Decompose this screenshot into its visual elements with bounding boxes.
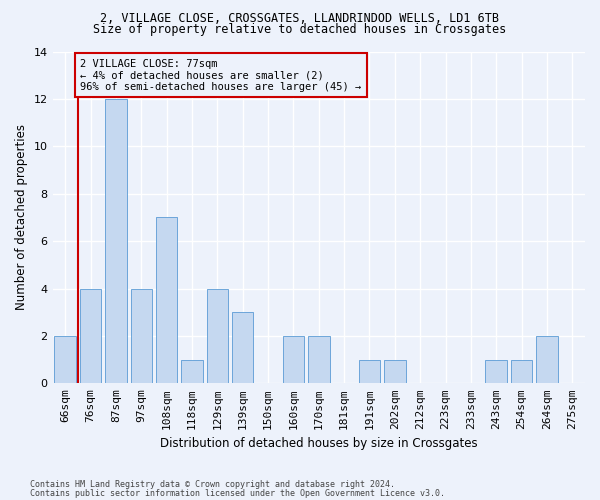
Y-axis label: Number of detached properties: Number of detached properties — [15, 124, 28, 310]
Bar — [232, 312, 253, 384]
Text: 2 VILLAGE CLOSE: 77sqm
← 4% of detached houses are smaller (2)
96% of semi-detac: 2 VILLAGE CLOSE: 77sqm ← 4% of detached … — [80, 58, 362, 92]
Text: Contains HM Land Registry data © Crown copyright and database right 2024.: Contains HM Land Registry data © Crown c… — [30, 480, 395, 489]
Text: Contains public sector information licensed under the Open Government Licence v3: Contains public sector information licen… — [30, 490, 445, 498]
Bar — [485, 360, 507, 384]
Bar — [156, 218, 178, 384]
Bar — [308, 336, 329, 384]
Bar — [384, 360, 406, 384]
Bar — [181, 360, 203, 384]
Bar — [511, 360, 532, 384]
Text: 2, VILLAGE CLOSE, CROSSGATES, LLANDRINDOD WELLS, LD1 6TB: 2, VILLAGE CLOSE, CROSSGATES, LLANDRINDO… — [101, 12, 499, 26]
Bar — [206, 288, 228, 384]
Text: Size of property relative to detached houses in Crossgates: Size of property relative to detached ho… — [94, 22, 506, 36]
Bar — [80, 288, 101, 384]
X-axis label: Distribution of detached houses by size in Crossgates: Distribution of detached houses by size … — [160, 437, 478, 450]
Bar — [55, 336, 76, 384]
Bar — [283, 336, 304, 384]
Bar — [536, 336, 558, 384]
Bar — [359, 360, 380, 384]
Bar — [105, 99, 127, 384]
Bar — [131, 288, 152, 384]
